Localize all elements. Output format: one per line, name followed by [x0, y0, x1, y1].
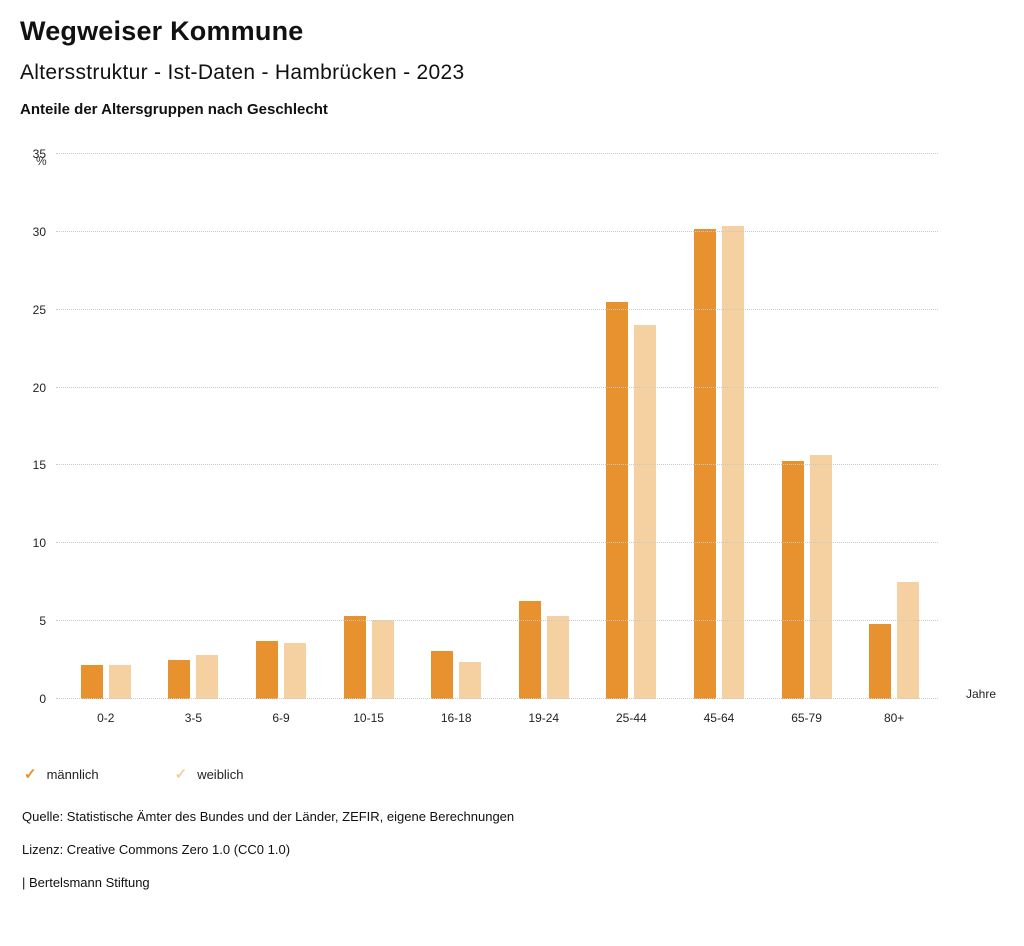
- x-axis-label-3-5: 3-5: [184, 711, 203, 725]
- y-tick-label-0: 0: [39, 692, 46, 706]
- chart-legend: ✓ männlich ✓ weiblich: [24, 765, 1004, 783]
- gridline-y-5: 5: [39, 614, 938, 628]
- chart-heading: Anteile der Altersgruppen nach Geschlech…: [20, 101, 328, 118]
- gridline-y-25: 25: [33, 303, 938, 317]
- bar-weiblich-65-79: [809, 454, 832, 699]
- bar-weiblich-10-15: [371, 619, 394, 699]
- x-axis-label-16-18: 16-18: [440, 711, 472, 725]
- x-axis-label-6-9: 6-9: [272, 711, 290, 725]
- bar-group-6-9: [237, 154, 325, 699]
- legend-label: weiblich: [197, 766, 244, 782]
- bar-series-container: [62, 154, 938, 699]
- bar-männlich-65-79: [781, 460, 804, 699]
- x-axis-label-0-2: 0-2: [97, 711, 115, 725]
- bar-weiblich-45-64: [721, 225, 744, 699]
- x-axis-label-25-44: 25-44: [616, 711, 647, 725]
- y-tick-label-10: 10: [32, 536, 46, 551]
- bar-group-19-24: [500, 154, 588, 699]
- gridline-y-35: 35: [33, 147, 938, 161]
- bar-männlich-25-44: [606, 301, 629, 699]
- footer: Quelle: Statistische Ämter des Bundes un…: [22, 809, 1004, 890]
- gridline-y-20: 20: [33, 381, 938, 395]
- gridline-y-15: 15: [33, 458, 938, 472]
- bar-group-80+: [850, 154, 938, 699]
- bar-group-16-18: [412, 154, 500, 699]
- x-axis-label-45-64: 45-64: [703, 711, 735, 725]
- y-tick-label-25: 25: [32, 302, 46, 317]
- bar-group-0-2: [62, 154, 150, 699]
- bar-group-25-44: [588, 154, 676, 699]
- bar-group-3-5: [150, 154, 238, 699]
- bar-group-65-79: [763, 154, 851, 699]
- bar-männlich-19-24: [518, 600, 541, 699]
- attribution-note: | Bertelsmann Stiftung: [22, 875, 150, 890]
- plot-area: 0 5 10 15 20 25 30 35: [33, 147, 938, 706]
- bar-männlich-0-2: [80, 664, 103, 699]
- license-note: Lizenz: Creative Commons Zero 1.0 (CC0 1…: [22, 842, 291, 857]
- legend-item-männlich: ✓ männlich: [24, 765, 99, 783]
- bar-group-45-64: [675, 154, 763, 699]
- legend-check-icon: ✓: [24, 766, 37, 783]
- gridline-y-10: 10: [33, 536, 938, 550]
- legend-check-icon: ✓: [174, 766, 188, 783]
- y-tick-label-5: 5: [39, 614, 46, 629]
- bar-weiblich-80+: [897, 582, 920, 699]
- gridline-y-30: 30: [33, 225, 938, 239]
- bar-weiblich-16-18: [459, 661, 482, 699]
- bar-männlich-6-9: [255, 641, 278, 699]
- bar-weiblich-19-24: [546, 616, 569, 699]
- legend-label: männlich: [46, 766, 99, 782]
- bar-männlich-45-64: [693, 228, 716, 699]
- bar-weiblich-25-44: [634, 325, 657, 699]
- bar-weiblich-6-9: [283, 642, 306, 699]
- chart: % 0 5 10 15 20 25 30 35 0-2 3-5 6-9 10-15 16-18 19-2…: [20, 147, 1004, 725]
- x-axis-label-65-79: 65-79: [791, 711, 822, 725]
- bar-weiblich-0-2: [108, 664, 131, 699]
- bar-männlich-80+: [869, 624, 892, 699]
- y-tick-label-35: 35: [32, 147, 46, 161]
- x-axis-label-10-15: 10-15: [353, 711, 384, 725]
- y-tick-label-20: 20: [32, 380, 46, 395]
- y-axis-unit-label: %: [36, 154, 47, 168]
- bar-weiblich-3-5: [196, 655, 219, 699]
- bar-männlich-16-18: [431, 650, 454, 699]
- x-axis-label-80+: 80+: [883, 711, 905, 725]
- y-tick-label-15: 15: [32, 458, 46, 473]
- bar-group-10-15: [325, 154, 413, 699]
- bar-männlich-3-5: [168, 660, 191, 699]
- app-title: Wegweiser Kommune: [20, 16, 304, 46]
- page-subtitle: Altersstruktur - Ist-Daten - Hambrücken …: [20, 61, 465, 84]
- x-axis-label-19-24: 19-24: [528, 711, 560, 725]
- x-axis-unit-label: Jahre: [965, 687, 996, 701]
- gridline-y-0: 0: [39, 692, 938, 706]
- source-note: Quelle: Statistische Ämter des Bundes un…: [22, 809, 515, 824]
- x-axis-labels: 0-2 3-5 6-9 10-15 16-18 19-24 25-44 45-64 65-79 8…: [62, 711, 938, 725]
- bar-männlich-10-15: [343, 616, 366, 699]
- y-tick-label-30: 30: [32, 224, 46, 239]
- legend-item-weiblich: ✓ weiblich: [175, 765, 244, 783]
